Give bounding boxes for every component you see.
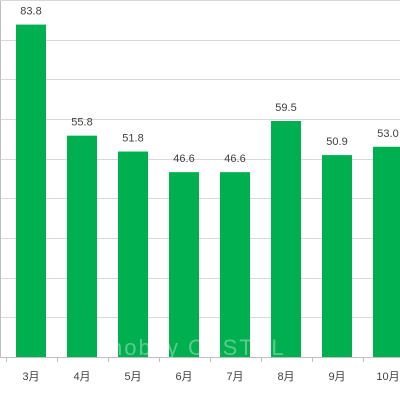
data-label: 50.9 bbox=[326, 136, 347, 148]
bar bbox=[373, 146, 400, 357]
data-labels: 83.8 55.8 51.8 46.6 46.6 59.5 50.9 53.0 bbox=[20, 6, 398, 166]
bar bbox=[169, 172, 199, 357]
bar bbox=[118, 151, 148, 357]
x-tick-label: 5月 bbox=[124, 371, 141, 383]
data-label: 59.5 bbox=[275, 102, 296, 114]
bars bbox=[16, 24, 400, 358]
data-label: 53.0 bbox=[377, 128, 398, 140]
watermark: hobby CASTEL bbox=[110, 335, 286, 360]
x-tick-label: 7月 bbox=[226, 371, 243, 383]
data-label: 46.6 bbox=[173, 153, 194, 165]
bar bbox=[16, 24, 46, 358]
bar bbox=[322, 155, 352, 357]
x-tick-label: 4月 bbox=[73, 371, 90, 383]
bar bbox=[220, 172, 250, 357]
data-label: 55.8 bbox=[71, 117, 92, 129]
x-tick-label: 3月 bbox=[22, 371, 39, 383]
x-tick-label: 8月 bbox=[277, 371, 294, 383]
x-tick-label: 6月 bbox=[175, 371, 192, 383]
data-label: 46.6 bbox=[224, 153, 245, 165]
data-label: 51.8 bbox=[122, 133, 143, 145]
x-tick-label: 9月 bbox=[328, 371, 345, 383]
data-label: 83.8 bbox=[20, 6, 41, 18]
x-tick-label: 10月 bbox=[376, 371, 399, 383]
bar bbox=[271, 120, 301, 357]
x-axis: 3月 4月 5月 6月 7月 8月 9月 10月 bbox=[0, 0, 400, 383]
bar bbox=[67, 135, 97, 357]
